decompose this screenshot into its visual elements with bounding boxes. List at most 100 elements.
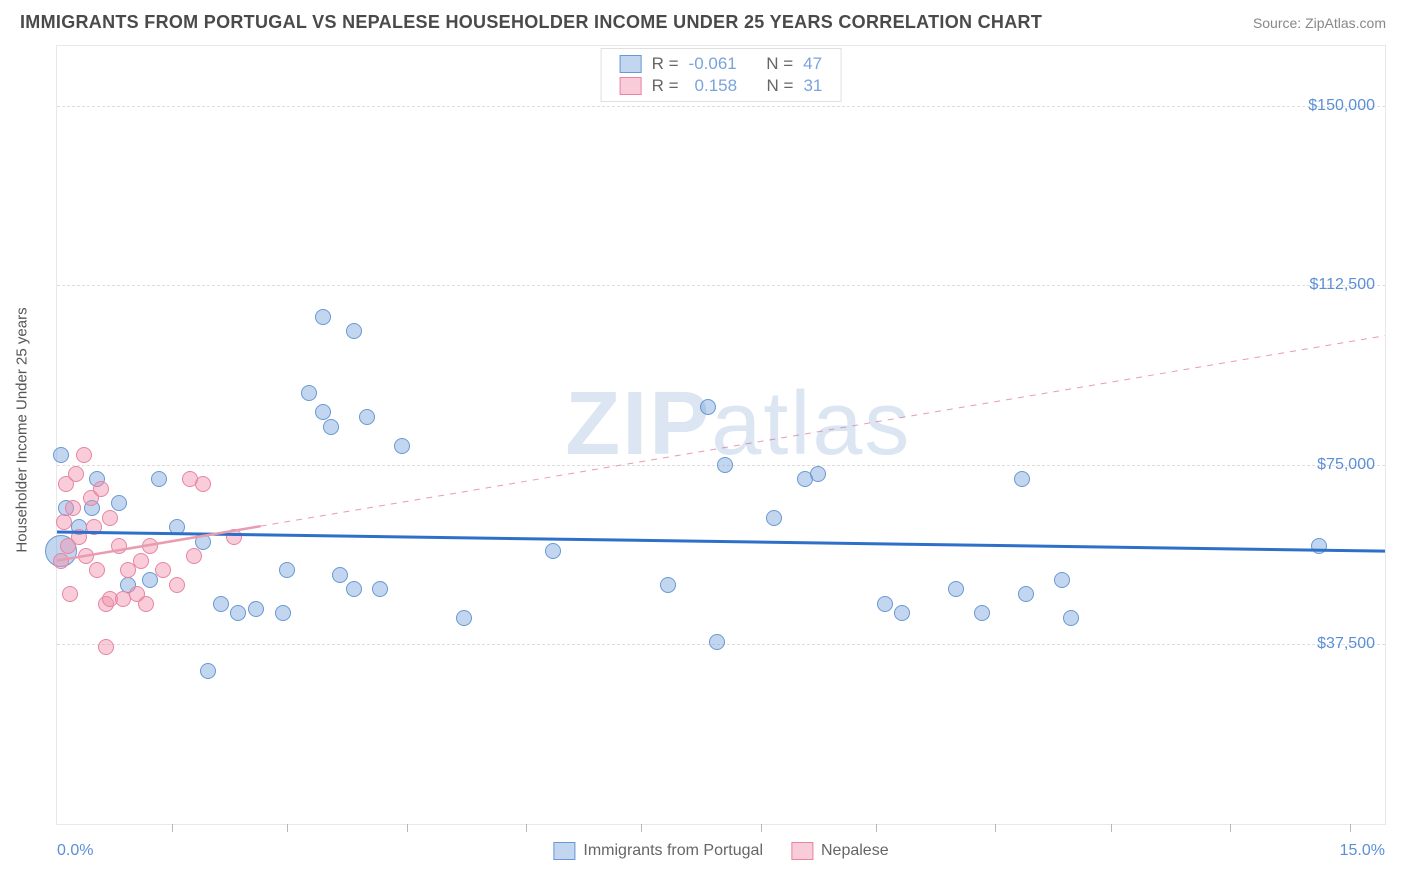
x-tick: [995, 824, 996, 832]
data-point: [56, 514, 72, 530]
data-point: [53, 447, 69, 463]
data-point: [138, 596, 154, 612]
legend-item: Nepalese: [791, 842, 889, 860]
data-point: [315, 404, 331, 420]
data-point: [1018, 586, 1034, 602]
data-point: [394, 438, 410, 454]
data-point: [974, 605, 990, 621]
data-point: [186, 548, 202, 564]
y-axis-label: Householder Income Under 25 years: [14, 307, 31, 552]
swatch-icon: [620, 55, 642, 73]
data-point: [700, 399, 716, 415]
data-point: [248, 601, 264, 617]
data-point: [133, 553, 149, 569]
data-point: [226, 529, 242, 545]
data-point: [717, 457, 733, 473]
data-point: [877, 596, 893, 612]
y-tick-label: $150,000: [1308, 97, 1375, 115]
data-point: [111, 495, 127, 511]
source-prefix: Source:: [1253, 15, 1305, 31]
data-point: [200, 663, 216, 679]
x-axis-min-label: 0.0%: [57, 842, 93, 860]
legend: Immigrants from Portugal Nepalese: [553, 842, 888, 860]
y-tick-label: $75,000: [1317, 456, 1375, 474]
data-point: [545, 543, 561, 559]
legend-label: Immigrants from Portugal: [583, 842, 763, 860]
stat-r-label: R =: [652, 54, 679, 74]
data-point: [68, 466, 84, 482]
trend-lines: [57, 46, 1385, 824]
x-tick: [172, 824, 173, 832]
source-name: ZipAtlas.com: [1305, 15, 1386, 31]
x-tick: [876, 824, 877, 832]
data-point: [65, 500, 81, 516]
stat-n-label: N =: [767, 76, 794, 96]
stat-n-value: 47: [803, 54, 822, 74]
data-point: [332, 567, 348, 583]
y-tick-label: $37,500: [1317, 635, 1375, 653]
data-point: [301, 385, 317, 401]
data-point: [151, 471, 167, 487]
data-point: [195, 476, 211, 492]
stats-row-series-b: R = 0.158 N = 31: [620, 75, 823, 97]
stat-n-value: 31: [803, 76, 822, 96]
legend-label: Nepalese: [821, 842, 889, 860]
x-tick: [1111, 824, 1112, 832]
swatch-icon: [553, 842, 575, 860]
data-point: [62, 586, 78, 602]
correlation-stats-box: R = -0.061 N = 47 R = 0.158 N = 31: [601, 48, 842, 102]
data-point: [346, 581, 362, 597]
data-point: [275, 605, 291, 621]
data-point: [102, 510, 118, 526]
data-point: [86, 519, 102, 535]
data-point: [346, 323, 362, 339]
legend-item: Immigrants from Portugal: [553, 842, 763, 860]
data-point: [53, 553, 69, 569]
data-point: [323, 419, 339, 435]
source-attribution: Source: ZipAtlas.com: [1253, 15, 1386, 31]
chart-title: IMMIGRANTS FROM PORTUGAL VS NEPALESE HOU…: [20, 12, 1042, 33]
stats-row-series-a: R = -0.061 N = 47: [620, 53, 823, 75]
data-point: [1311, 538, 1327, 554]
stat-r-value: 0.158: [689, 76, 738, 96]
data-point: [169, 577, 185, 593]
swatch-icon: [791, 842, 813, 860]
data-point: [279, 562, 295, 578]
x-axis-max-label: 15.0%: [1340, 842, 1385, 860]
data-point: [359, 409, 375, 425]
x-tick: [641, 824, 642, 832]
data-point: [169, 519, 185, 535]
x-tick: [287, 824, 288, 832]
x-tick: [761, 824, 762, 832]
x-tick: [1350, 824, 1351, 832]
data-point: [948, 581, 964, 597]
x-tick: [407, 824, 408, 832]
data-point: [230, 605, 246, 621]
gridline: [57, 106, 1385, 107]
data-point: [89, 562, 105, 578]
data-point: [78, 548, 94, 564]
data-point: [93, 481, 109, 497]
x-tick: [1230, 824, 1231, 832]
chart-header: IMMIGRANTS FROM PORTUGAL VS NEPALESE HOU…: [0, 0, 1406, 41]
data-point: [76, 447, 92, 463]
data-point: [456, 610, 472, 626]
data-point: [155, 562, 171, 578]
data-point: [372, 581, 388, 597]
stat-n-label: N =: [766, 54, 793, 74]
data-point: [894, 605, 910, 621]
y-tick-label: $112,500: [1309, 276, 1375, 294]
data-point: [195, 534, 211, 550]
x-tick: [526, 824, 527, 832]
data-point: [1014, 471, 1030, 487]
data-point: [1063, 610, 1079, 626]
data-point: [660, 577, 676, 593]
data-point: [766, 510, 782, 526]
swatch-icon: [620, 77, 642, 95]
data-point: [98, 639, 114, 655]
data-point: [111, 538, 127, 554]
data-point: [315, 309, 331, 325]
stat-r-value: -0.061: [689, 54, 737, 74]
data-point: [142, 538, 158, 554]
data-point: [709, 634, 725, 650]
